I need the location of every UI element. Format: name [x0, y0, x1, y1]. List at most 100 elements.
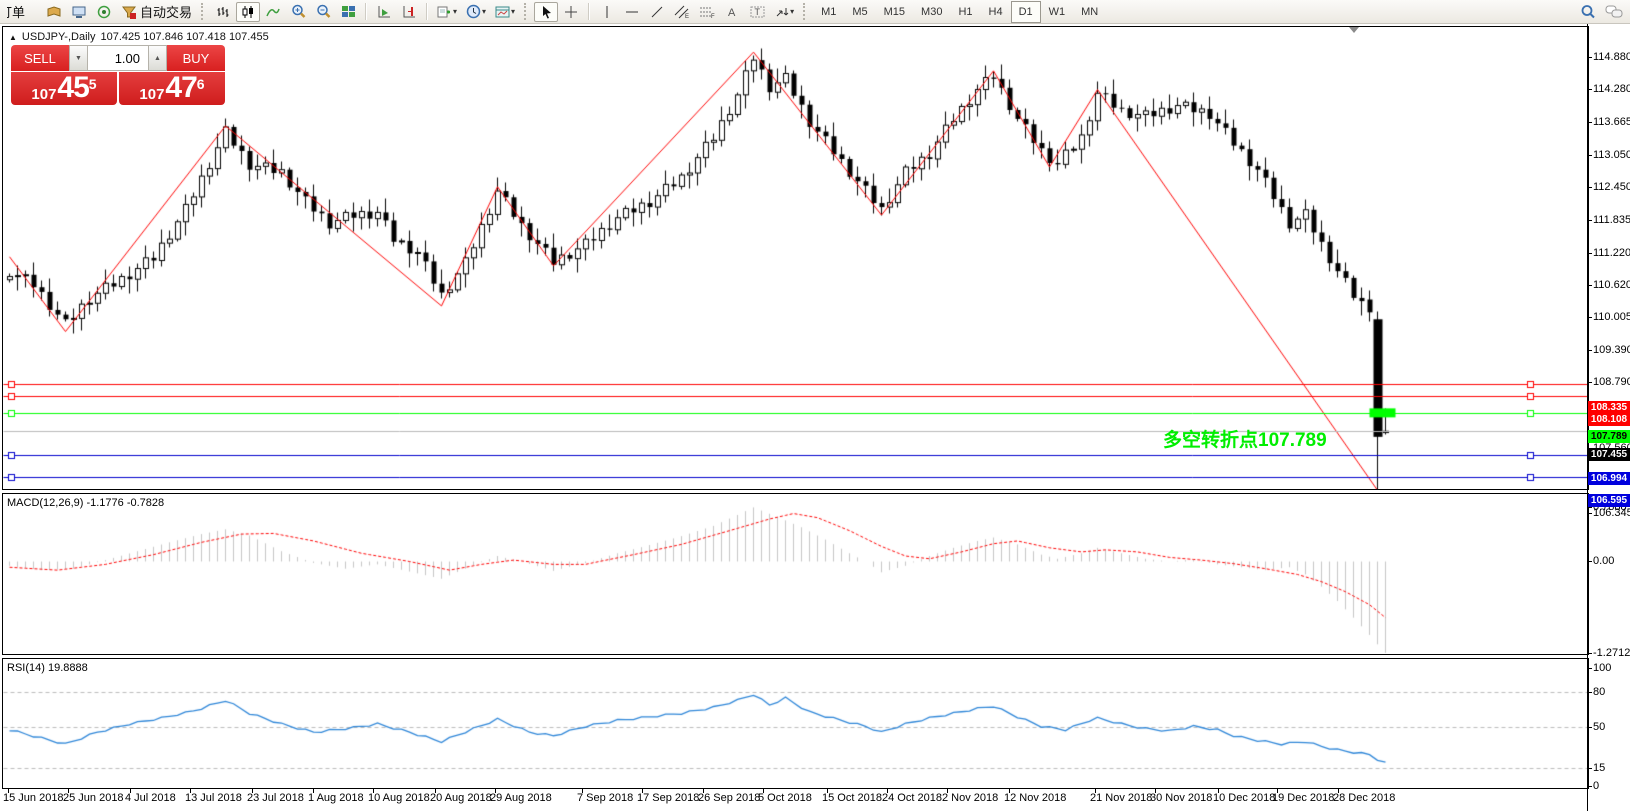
timeframe-button-d1[interactable]: D1	[1010, 0, 1041, 23]
timeframe-button-m5[interactable]: M5	[852, 5, 868, 18]
date-label: 25 Jun 2018	[63, 792, 124, 804]
buy-price-tile[interactable]: 107 47 6	[119, 72, 225, 105]
date-label: 20 Aug 2018	[430, 792, 492, 804]
timeframe-button-h1[interactable]: H1	[958, 5, 973, 18]
timeframe-button-m15[interactable]: M15	[883, 5, 906, 18]
volume-increase-button[interactable]: ▲	[148, 45, 167, 71]
timeframe-button-m1[interactable]: M1	[821, 5, 837, 18]
trendline-tool[interactable]	[645, 2, 669, 22]
date-label: 26 Sep 2018	[698, 792, 761, 804]
timeframe-button-mn[interactable]: MN	[1081, 5, 1099, 18]
sell-price-prefix: 107	[31, 86, 57, 103]
date-label: 15 Jun 2018	[3, 792, 64, 804]
signal-icon[interactable]	[92, 2, 116, 22]
dropdown-arrow-icon: ▾	[790, 7, 795, 16]
date-label: 4 Jul 2018	[125, 792, 176, 804]
new-order-button[interactable]: 订单	[7, 5, 26, 20]
price-axis-tick	[1587, 727, 1592, 728]
text-tool[interactable]: A	[720, 2, 744, 22]
price-axis-tick	[1587, 89, 1592, 90]
price-axis-tick	[1587, 768, 1592, 769]
timeframe-button-h4[interactable]: H4	[988, 5, 1003, 18]
price-axis-tick	[1587, 187, 1592, 188]
price-axis-tick	[1587, 653, 1592, 654]
fibonacci-tool[interactable]: F	[695, 2, 719, 22]
cursor-button[interactable]	[534, 1, 559, 22]
chart-shift-marker-icon[interactable]	[1349, 27, 1359, 33]
tile-windows-icon[interactable]	[336, 2, 360, 22]
timeframe-button-m30[interactable]: M30	[921, 5, 943, 18]
sell-button[interactable]: SELL	[11, 45, 69, 71]
time-axis-tick	[190, 789, 191, 793]
line-chart-icon[interactable]	[261, 2, 285, 22]
time-axis-tick	[642, 789, 643, 793]
rsi-indicator-pane[interactable]: RSI(14) 19.8888	[2, 658, 1589, 789]
price-axis-label: 15	[1593, 762, 1606, 774]
collapse-panel-icon[interactable]: ▲	[9, 32, 17, 42]
toolbar-grip[interactable]	[524, 3, 529, 20]
text-label-tool[interactable]: T	[745, 2, 769, 22]
candlestick-chart-icon[interactable]	[236, 1, 261, 22]
toolbar-grip[interactable]	[803, 3, 808, 20]
buy-price-prefix: 107	[139, 86, 165, 103]
buy-button[interactable]: BUY	[167, 45, 225, 71]
market-watch-icon[interactable]	[42, 2, 66, 22]
date-label: 10 Dec 2018	[1213, 792, 1276, 804]
chart-autoscroll-icon[interactable]	[372, 2, 396, 22]
date-label: 30 Nov 2018	[1150, 792, 1213, 804]
vertical-line-tool[interactable]	[595, 2, 619, 22]
search-icon[interactable]	[1576, 2, 1600, 22]
rsi-canvas[interactable]	[3, 659, 1588, 788]
date-label: 19 Dec 2018	[1272, 792, 1335, 804]
crosshair-button[interactable]	[559, 2, 583, 22]
zoom-out-icon[interactable]	[311, 2, 335, 22]
toolbar-grip[interactable]	[201, 3, 206, 20]
main-price-pane[interactable]: ▲ USDJPY-,Daily 107.425 107.846 107.418 …	[2, 26, 1589, 490]
date-label: 24 Oct 2018	[882, 792, 942, 804]
bar-chart-icon[interactable]	[211, 2, 235, 22]
pane-splitter[interactable]	[2, 488, 1587, 492]
price-axis-tick	[1587, 122, 1592, 123]
macd-canvas[interactable]	[3, 494, 1588, 654]
sell-price-tile[interactable]: 107 45 5	[11, 72, 117, 105]
horizontal-line-tool[interactable]	[620, 2, 644, 22]
price-axis-tick	[1587, 57, 1592, 58]
date-label: 5 Oct 2018	[758, 792, 812, 804]
time-axis-tick	[1338, 789, 1339, 793]
autotrading-button[interactable]: 自动交易	[117, 2, 196, 22]
time-axis-tick	[827, 789, 828, 793]
current-price-label: 107.455	[1588, 448, 1630, 461]
date-label: 21 Nov 2018	[1090, 792, 1153, 804]
svg-text:A: A	[728, 7, 736, 19]
pane-splitter[interactable]	[2, 653, 1587, 657]
one-click-trading-panel: SELL ▼ 1.00 ▲ BUY 107 45 5 107 47 6	[11, 45, 225, 105]
price-chart-canvas[interactable]	[3, 27, 1588, 489]
volume-decrease-button[interactable]: ▼	[69, 45, 88, 71]
price-axis-tick	[1587, 382, 1592, 383]
zoom-in-icon[interactable]	[286, 2, 310, 22]
navigator-icon[interactable]	[67, 2, 91, 22]
sell-price-big: 45	[57, 71, 89, 104]
turning-point-annotation[interactable]: 多空转折点107.789	[1163, 429, 1327, 451]
date-label: 29 Aug 2018	[490, 792, 552, 804]
chat-icon[interactable]	[1601, 2, 1627, 22]
chart-shift-icon[interactable]	[397, 2, 421, 22]
dropdown-arrow-icon: ▾	[453, 7, 458, 16]
period-button[interactable]: ▾	[462, 2, 490, 22]
new-chart-button[interactable]: ▾	[433, 2, 461, 22]
price-axis-label: 114.280	[1593, 83, 1630, 95]
volume-input[interactable]: 1.00	[88, 45, 148, 71]
price-axis-tick	[1587, 350, 1592, 351]
time-axis-tick	[1155, 789, 1156, 793]
macd-indicator-pane[interactable]: MACD(12,26,9) -1.1776 -0.7828	[2, 493, 1589, 655]
timeframe-button-w1[interactable]: W1	[1048, 5, 1066, 18]
arrows-tool[interactable]: ▾	[770, 2, 798, 22]
hline-price-label: 107.789	[1588, 430, 1630, 443]
price-axis-label: 80	[1593, 686, 1606, 698]
date-label: 17 Sep 2018	[637, 792, 700, 804]
price-axis-label: 111.220	[1593, 247, 1630, 259]
equidistant-channel-tool[interactable]: E	[670, 2, 694, 22]
template-button[interactable]: ▾	[491, 2, 519, 22]
price-axis-tick	[1587, 220, 1592, 221]
date-label: 28 Dec 2018	[1333, 792, 1396, 804]
